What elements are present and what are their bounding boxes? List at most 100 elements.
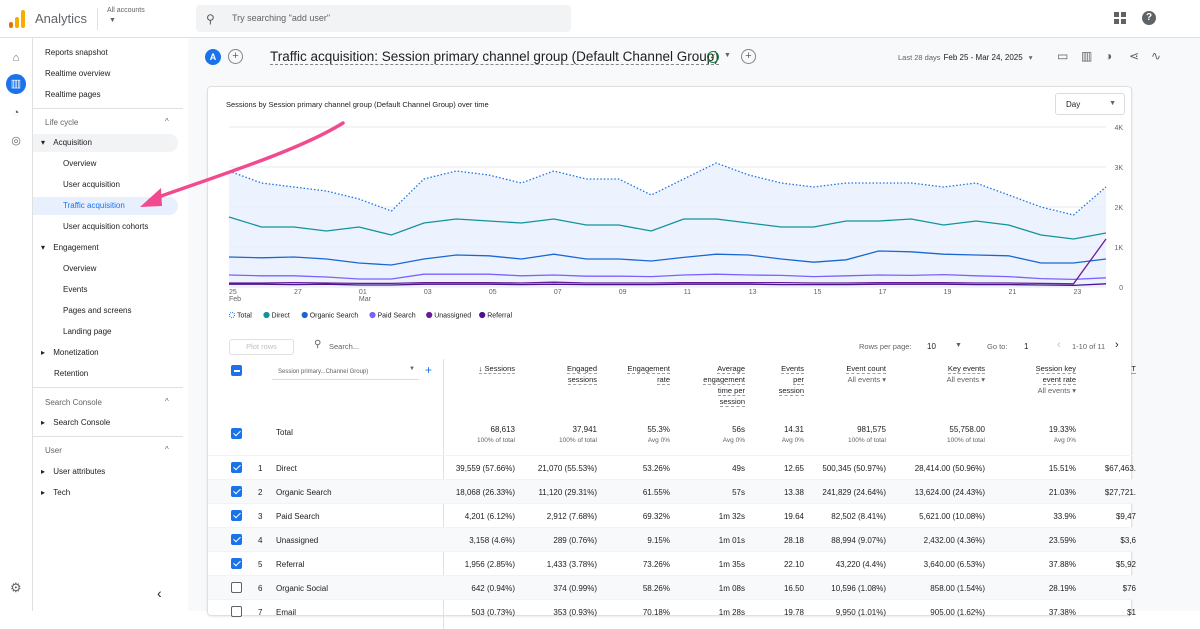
column-header[interactable]: ↓ Sessions (435, 363, 515, 374)
go-to-input[interactable]: 1 (1024, 342, 1029, 351)
table-row[interactable]: 7 Email 503 (0.73%) 353 (0.93%) 70.18% 1m 28s… (208, 599, 1136, 623)
analytics-logo-icon[interactable] (9, 10, 25, 28)
nav-retention[interactable]: Retention (54, 369, 89, 378)
gear-icon[interactable]: ⚙ (10, 580, 22, 595)
edit-report-icon[interactable]: ▭ (1057, 49, 1069, 63)
add-icon[interactable]: + (741, 49, 756, 64)
nav-acq-overview[interactable]: Overview (63, 159, 97, 168)
page-title[interactable]: Traffic acquisition: Session primary cha… (270, 49, 719, 65)
nav-tech[interactable]: ▸ Tech (33, 484, 178, 502)
share-icon[interactable]: ⋖ (1129, 49, 1140, 63)
chevron-up-icon[interactable]: ^ (165, 397, 169, 406)
nav-pages-and-screens[interactable]: Pages and screens (63, 306, 132, 315)
granularity-select[interactable]: Day ▼ (1055, 93, 1125, 115)
column-header[interactable]: Event count All events ▾ (806, 363, 886, 385)
table-row[interactable]: 2 Organic Search 18,068 (26.33%) 11,120 (29… (208, 479, 1136, 503)
reports-icon[interactable]: ▥ (6, 74, 26, 94)
insights-icon[interactable]: ◑ (1105, 49, 1113, 63)
dimension-select[interactable]: Session primary...Channel Group) ▼ (272, 364, 419, 380)
help-icon[interactable]: ? (1142, 11, 1156, 25)
next-page-icon[interactable]: › (1115, 339, 1119, 351)
table-cell: 241,829 (24.64%) (822, 488, 886, 497)
nav-realtime-pages[interactable]: Realtime pages (45, 90, 101, 99)
plot-rows-button[interactable]: Plot rows (229, 339, 294, 355)
table-cell: 58.26% (642, 584, 670, 593)
row-checkbox[interactable] (231, 534, 242, 545)
table-row[interactable]: 1 Direct 39,559 (57.66%) 21,070 (55.53%) 53.… (208, 455, 1136, 479)
row-checkbox[interactable] (231, 606, 242, 617)
nav-acquisition[interactable]: ▾ Acquisition (33, 134, 178, 152)
section-search-console[interactable]: Search Console (45, 398, 102, 407)
row-channel-name: Unassigned (276, 536, 319, 545)
add-dimension-icon[interactable]: + (425, 363, 433, 377)
nav-reports-snapshot[interactable]: Reports snapshot (45, 48, 108, 57)
nav-search-console[interactable]: ▸ Search Console (33, 414, 178, 432)
table-search-input[interactable]: Search... (329, 342, 360, 351)
table-row[interactable]: 6 Organic Social 642 (0.94%) 374 (0.99%) 58.… (208, 575, 1136, 599)
event-filter-select[interactable]: All events ▾ (847, 375, 886, 384)
column-header-text: rate (657, 375, 670, 385)
row-checkbox[interactable] (231, 582, 242, 593)
total-checkbox[interactable] (231, 428, 242, 439)
row-checkbox[interactable] (231, 486, 242, 497)
account-selector[interactable]: All accounts (107, 7, 145, 14)
nav-user-acquisition[interactable]: User acquisition (63, 180, 120, 189)
table-row[interactable]: 3 Paid Search 4,201 (6.12%) 2,912 (7.68%) 69… (208, 503, 1136, 527)
table-cell: 4,201 (6.12%) (464, 512, 515, 521)
chevron-down-icon[interactable]: ▼ (955, 342, 962, 349)
select-all-checkbox[interactable] (231, 365, 242, 376)
nav-traffic-acquisition[interactable]: Traffic acquisition (33, 197, 178, 215)
home-icon[interactable]: ⌂ (12, 52, 20, 64)
nav-monetization[interactable]: ▸ Monetization (33, 344, 178, 362)
total-row: Total 68,613 100% of total 37,941 100% of to… (208, 425, 1133, 455)
collapse-nav-icon[interactable]: ‹ (157, 585, 162, 601)
divider (33, 387, 183, 388)
table-cell: 289 (0.76%) (553, 536, 597, 545)
chevron-up-icon[interactable]: ^ (165, 445, 169, 454)
column-header[interactable]: Key events All events ▾ (905, 363, 985, 385)
row-channel-name: Paid Search (276, 512, 320, 521)
column-header[interactable]: Average engagement time per session (665, 363, 745, 407)
column-header[interactable]: Engaged sessions (517, 363, 597, 385)
row-number: 3 (258, 512, 263, 521)
row-checkbox[interactable] (231, 558, 242, 569)
column-header[interactable]: T (1056, 363, 1136, 374)
check-icon[interactable]: ✓ (707, 51, 719, 63)
chevron-down-icon[interactable]: ▼ (109, 17, 116, 24)
prev-page-icon[interactable]: ‹ (1057, 339, 1061, 351)
column-header[interactable]: Engagement rate (590, 363, 670, 385)
rows-per-page-select[interactable]: 10 (927, 342, 936, 351)
nav-eng-overview[interactable]: Overview (63, 264, 97, 273)
section-life-cycle[interactable]: Life cycle (45, 118, 79, 127)
nav-user-acquisition-cohorts[interactable]: User acquisition cohorts (63, 222, 149, 231)
left-rail: ⌂ ▥ ◔ ◎ ⚙ (0, 38, 33, 611)
nav-realtime-overview[interactable]: Realtime overview (45, 69, 111, 78)
search-input[interactable]: Try searching "add user" (232, 13, 331, 23)
table-row[interactable]: 5 Referral 1,956 (2.85%) 1,433 (3.78%) 73.26… (208, 551, 1136, 575)
chevron-down-icon[interactable]: ▼ (724, 52, 731, 59)
apps-grid-icon[interactable] (1114, 12, 1126, 24)
total-value: 55,758.00 (949, 425, 985, 434)
nav-events[interactable]: Events (63, 285, 88, 294)
nav-landing-page[interactable]: Landing page (63, 327, 112, 336)
event-filter-select[interactable]: All events ▾ (946, 375, 985, 384)
date-range-picker[interactable]: Last 28 days Feb 25 - Mar 24, 2025 ▾ (898, 53, 1032, 62)
explore-icon[interactable]: ◔ (12, 107, 20, 119)
add-comparison-icon[interactable]: + (228, 49, 243, 64)
section-user[interactable]: User (45, 446, 62, 455)
comparison-avatar[interactable]: A (205, 49, 221, 65)
column-header[interactable]: Session key event rate All events ▾ (996, 363, 1076, 396)
nav-user-attributes[interactable]: ▸ User attributes (33, 463, 178, 481)
column-header[interactable]: Events per session (724, 363, 804, 396)
event-filter-select[interactable]: All events ▾ (1037, 386, 1076, 395)
nav-engagement[interactable]: ▾ Engagement (33, 239, 178, 257)
table-row[interactable]: 4 Unassigned 3,158 (4.6%) 289 (0.76%) 9.15% 1… (208, 527, 1136, 551)
row-checkbox[interactable] (231, 462, 242, 473)
advertising-icon[interactable]: ◎ (11, 135, 21, 147)
row-checkbox[interactable] (231, 510, 242, 521)
trend-icon[interactable]: ∿ (1151, 49, 1162, 63)
chevron-up-icon[interactable]: ^ (165, 117, 169, 126)
compare-icon[interactable]: ▥ (1081, 49, 1093, 63)
search-bar[interactable]: ⚲ Try searching "add user" (196, 5, 571, 32)
